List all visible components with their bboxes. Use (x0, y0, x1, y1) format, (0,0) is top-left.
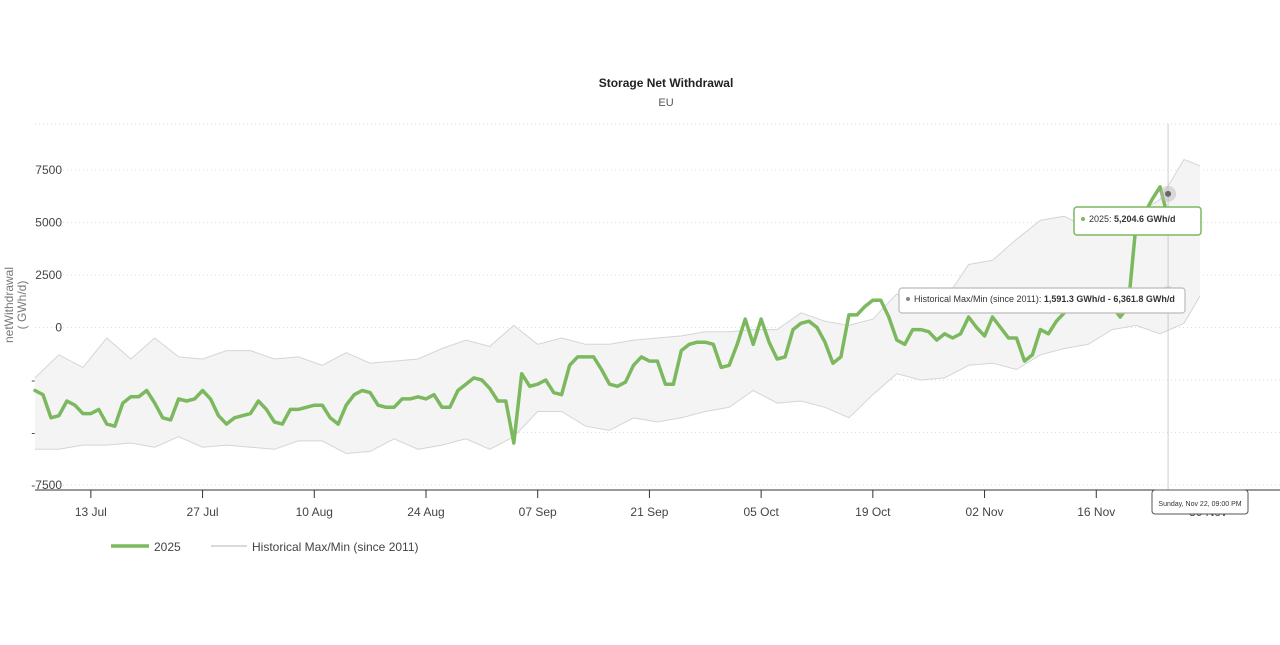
tooltip-historical-box (898, 287, 1186, 314)
y-tick-label: 0 (55, 321, 62, 335)
chart-title: Storage Net Withdrawal (599, 76, 734, 90)
series-2025-line[interactable] (33, 185, 1170, 445)
x-tick-label: 19 Oct (855, 505, 891, 519)
legend: 2025 Historical Max/Min (since 2011) (111, 540, 419, 554)
x-axis-ticks: 13 Jul 27 Jul 10 Aug 24 Aug 07 Sep 21 Sep 05 O… (75, 490, 1227, 519)
tooltip-layer: 2025: 5,204.6 GWh/d Historical Max/Min (… (898, 206, 1249, 515)
hover-point-historical (1165, 190, 1172, 197)
tooltip-historical: Historical Max/Min (since 2011): 1,591.3… (898, 287, 1186, 314)
legend-label-2025: 2025 (154, 540, 181, 554)
legend-item-2025[interactable]: 2025 (111, 540, 181, 554)
x-tick-label: 05 Oct (743, 505, 779, 519)
x-tick-label: 27 Jul (187, 505, 219, 519)
legend-label-historical: Historical Max/Min (since 2011) (252, 540, 419, 554)
x-tick-label: 21 Sep (630, 505, 668, 519)
tooltip-2025-box (1073, 206, 1202, 236)
crosshair-date-label: Sunday, Nov 22, 09:00 PM (1151, 489, 1249, 515)
y-tick-label: 5000 (35, 216, 62, 230)
x-tick-label: 02 Nov (966, 505, 1004, 519)
tooltip-historical-text: Historical Max/Min (since 2011): 1,591.3… (914, 294, 1175, 304)
tooltip-historical-marker (906, 297, 910, 301)
tooltip-2025-value: 5,204.6 GWh/d (1114, 214, 1176, 224)
x-tick-label: 24 Aug (407, 505, 444, 519)
x-tick-label: 13 Jul (75, 505, 107, 519)
tooltip-2025-label: 2025: (1089, 214, 1114, 224)
x-tick-label: 10 Aug (296, 505, 333, 519)
y-axis-unit: ( GWh/d) (15, 281, 29, 330)
y-tick-label: 2500 (35, 268, 62, 282)
date-label-box (1151, 489, 1249, 515)
x-tick-label: 16 Nov (1077, 505, 1115, 519)
historical-min-line (35, 295, 1201, 455)
tooltip-2025: 2025: 5,204.6 GWh/d (1073, 206, 1202, 236)
legend-item-historical[interactable]: Historical Max/Min (since 2011) (211, 540, 419, 554)
y-axis-title: netWithdrawal ( GWh/d) (2, 267, 29, 343)
historical-band-area (35, 159, 1200, 454)
x-tick-label: 07 Sep (519, 505, 557, 519)
tooltip-2025-marker (1081, 217, 1085, 221)
y-tick-label: 7500 (35, 163, 62, 177)
historical-max-line (34, 158, 1201, 379)
date-label-text: Sunday, Nov 22, 09:00 PM (1158, 501, 1241, 508)
tooltip-historical-label: Historical Max/Min (since 2011): (914, 294, 1044, 304)
chart-subtitle: EU (658, 97, 673, 109)
tooltip-historical-value: 1,591.3 GWh/d - 6,361.8 GWh/d (1044, 294, 1175, 304)
y-tick-label: -7500 (31, 478, 62, 492)
y-axis-label: netWithdrawal (2, 267, 16, 343)
tooltip-2025-text: 2025: 5,204.6 GWh/d (1089, 214, 1176, 224)
